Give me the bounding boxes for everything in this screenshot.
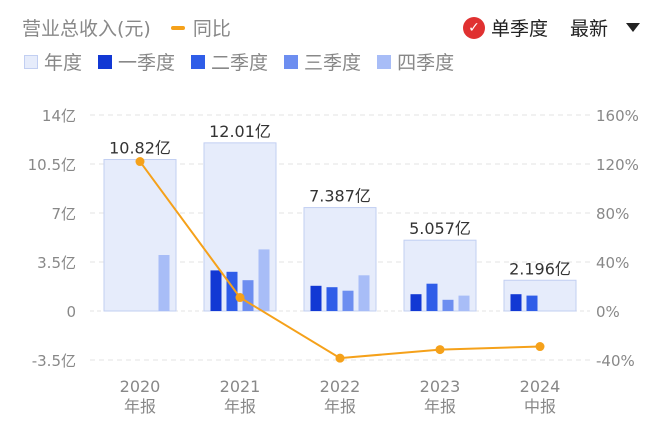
legend-swatch	[24, 54, 38, 69]
quarter-bar	[242, 280, 254, 311]
quarter-bar	[310, 285, 322, 311]
y-tick-label-right: 40%	[596, 254, 629, 272]
quarter-bar	[442, 299, 454, 311]
x-tick-label-period: 中报	[524, 397, 556, 416]
quarter-bar	[358, 275, 370, 311]
x-tick-label-period: 年报	[124, 397, 156, 416]
legend-swatch	[98, 54, 113, 69]
annual-data-label: 10.82亿	[109, 139, 171, 158]
quarter-bar	[426, 283, 438, 311]
legend-label: 一季度	[118, 52, 176, 74]
legend-item-q2[interactable]: 二季度	[191, 48, 268, 75]
annual-data-label: 2.196亿	[509, 259, 571, 278]
annual-data-label: 7.387亿	[309, 187, 371, 206]
x-tick-label-period: 年报	[424, 397, 456, 416]
y-tick-label-left: 14亿	[42, 107, 76, 125]
x-tick-label-year: 2022	[320, 377, 361, 396]
legend-label: 二季度	[211, 52, 269, 74]
x-tick-label-period: 年报	[324, 397, 356, 416]
legend-item-q1[interactable]: 一季度	[98, 48, 175, 75]
yoy-point	[235, 293, 245, 303]
quarter-bar	[326, 287, 338, 311]
yoy-point	[135, 157, 145, 167]
legend-label: 年度	[44, 52, 83, 74]
legend-swatch	[377, 54, 392, 69]
metric-label: 营业总收入(元)	[22, 18, 151, 40]
yoy-legend-label: 同比	[192, 18, 231, 40]
x-tick-label-year: 2024	[520, 377, 561, 396]
quarter-bar	[158, 255, 170, 311]
quarter-bar	[410, 294, 422, 311]
quarter-bar	[342, 290, 354, 311]
yoy-point	[435, 345, 445, 355]
legend-label: 三季度	[304, 52, 362, 74]
annual-data-label: 12.01亿	[209, 122, 271, 141]
x-tick-label-year: 2020	[120, 377, 161, 396]
chart-controls: ✓ 单季度 最新	[462, 14, 640, 41]
y-tick-label-right: -40%	[596, 352, 635, 370]
series-legend: 年度 一季度 二季度 三季度 四季度	[24, 48, 470, 75]
y-tick-label-left: 7亿	[51, 205, 76, 223]
x-tick-label-year: 2021	[220, 377, 261, 396]
quarter-bar	[258, 249, 270, 311]
single-quarter-checkbox[interactable]: ✓	[462, 16, 485, 39]
chevron-down-icon[interactable]	[626, 23, 640, 32]
sort-select[interactable]: 最新	[569, 18, 608, 40]
legend-item-q4[interactable]: 四季度	[377, 48, 454, 75]
legend-swatch	[284, 54, 299, 69]
quarter-bar	[458, 295, 470, 311]
yoy-legend-swatch	[170, 25, 185, 30]
quarter-bar	[226, 271, 238, 311]
y-tick-label-right: 80%	[596, 205, 629, 223]
annual-data-label: 5.057亿	[409, 219, 471, 238]
single-quarter-label[interactable]: 单季度	[490, 18, 548, 40]
legend-label: 四季度	[397, 52, 455, 74]
legend-item-q3[interactable]: 三季度	[284, 48, 361, 75]
x-tick-label-period: 年报	[224, 397, 256, 416]
yoy-point	[335, 353, 345, 363]
legend-top: 营业总收入(元) 同比	[22, 14, 231, 41]
quarter-bar	[510, 294, 522, 311]
y-tick-label-right: 120%	[596, 156, 639, 174]
y-tick-label-left: 3.5亿	[37, 254, 76, 272]
y-tick-label-left: 0	[66, 303, 76, 321]
yoy-point	[535, 342, 545, 352]
y-tick-label-right: 160%	[596, 107, 639, 125]
quarter-bar	[210, 270, 222, 311]
legend-item-annual[interactable]: 年度	[24, 48, 82, 75]
legend-swatch	[191, 54, 206, 69]
y-tick-label-right: 0%	[596, 303, 620, 321]
y-tick-label-left: 10.5亿	[28, 156, 76, 174]
y-tick-label-left: -3.5亿	[32, 352, 76, 370]
x-tick-label-year: 2023	[420, 377, 461, 396]
quarter-bar	[526, 295, 538, 311]
